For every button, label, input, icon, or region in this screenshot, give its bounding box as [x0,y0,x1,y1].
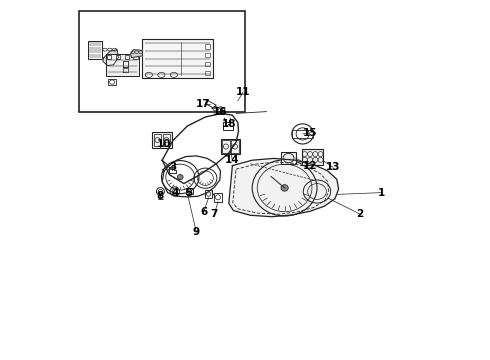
Bar [205,44,210,49]
Bar [222,140,229,153]
Bar [106,54,139,76]
Text: 17: 17 [196,99,211,109]
Text: 2: 2 [357,209,364,219]
Bar [205,71,210,75]
Bar [281,152,296,164]
Polygon shape [229,158,339,217]
Bar [218,111,223,114]
Text: 4: 4 [171,188,178,198]
Bar [231,140,239,153]
Text: 7: 7 [211,209,218,219]
Text: 12: 12 [302,161,317,171]
Ellipse shape [281,185,288,191]
Text: 13: 13 [326,162,341,172]
Bar [107,55,111,59]
Bar [215,193,221,202]
Bar [154,134,161,146]
Bar [292,130,314,138]
Bar [116,55,121,59]
Bar [152,132,172,148]
Bar [205,62,210,66]
Ellipse shape [177,175,183,180]
Bar [163,134,170,146]
Polygon shape [103,50,118,66]
Bar [302,149,323,165]
Text: 6: 6 [200,207,207,217]
Bar [186,188,193,194]
Text: 10: 10 [157,139,171,149]
Text: 16: 16 [213,107,227,117]
Text: 14: 14 [225,155,240,165]
Text: 11: 11 [236,87,250,97]
Bar [124,55,129,59]
Bar [108,79,116,85]
Bar [205,190,212,198]
Text: 15: 15 [302,128,317,138]
Text: 1: 1 [378,188,386,198]
Text: 9: 9 [193,227,200,237]
Bar [88,41,102,59]
Text: 8: 8 [157,191,164,201]
Text: 5: 5 [186,188,193,198]
Bar [205,53,210,58]
Text: 18: 18 [221,119,236,129]
Bar [143,39,213,78]
Text: 3: 3 [170,162,176,172]
Bar [133,55,138,59]
Polygon shape [130,50,143,58]
Bar [220,139,240,154]
Bar [79,11,245,112]
Bar [222,122,233,130]
